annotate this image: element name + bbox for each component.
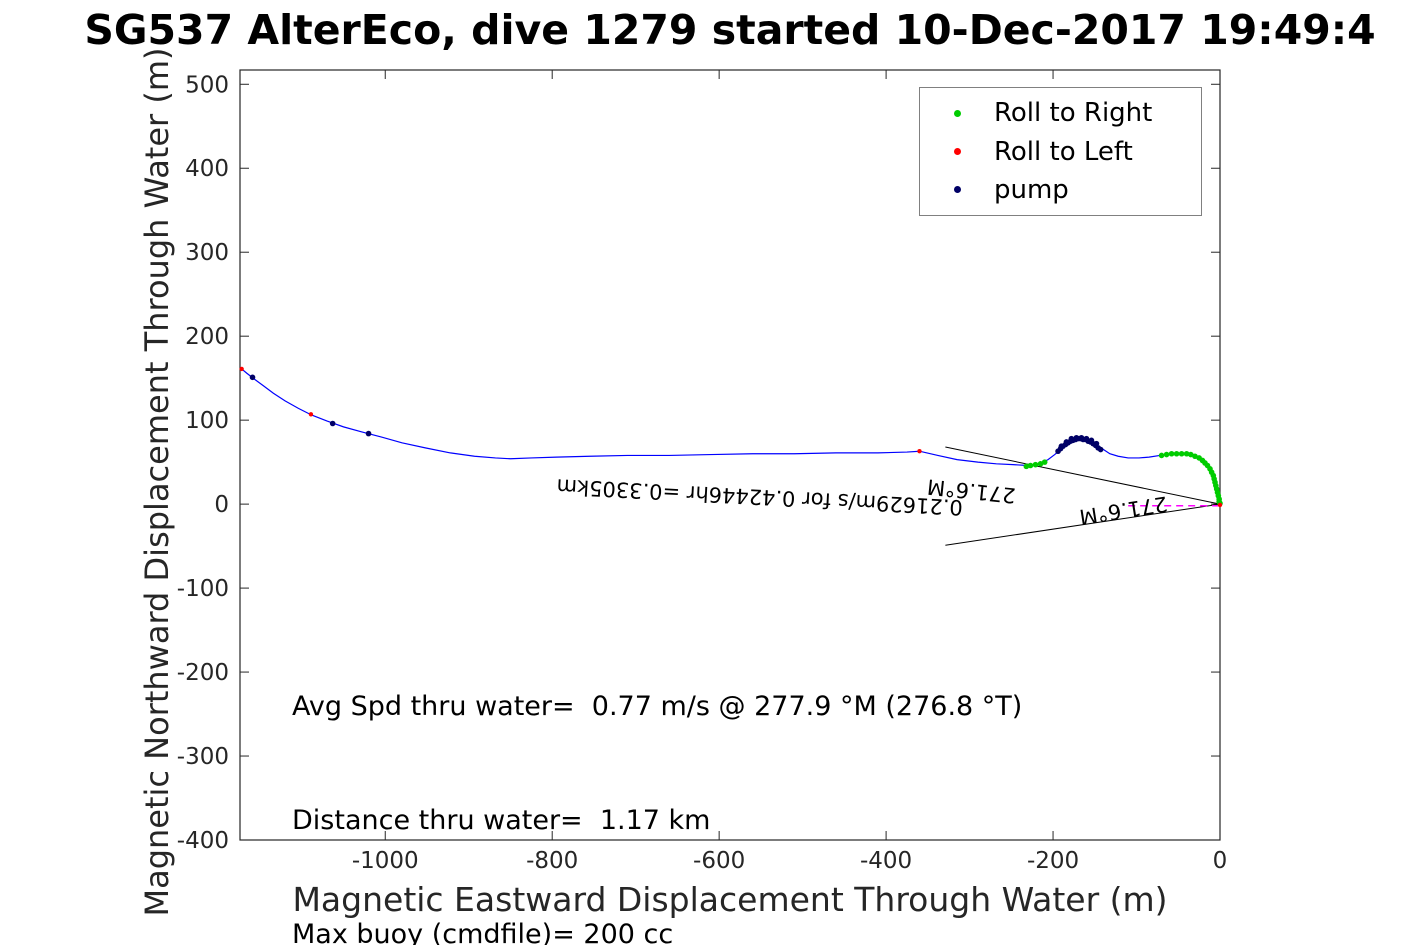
y-tick-label: 100 [185,408,229,434]
chart-title: SG537 AlterEco, dive 1279 started 10-Dec… [84,6,1376,54]
stat-max-buoy: Max buoy (cmdfile)= 200 cc [292,919,674,945]
marker-pump [1088,437,1095,444]
legend-marker-dot [953,109,961,117]
x-tick-label: -400 [860,848,912,874]
stat-avg-speed: Avg Spd thru water= 0.77 m/s @ 277.9 °M … [292,691,1023,722]
y-tick-label: 200 [185,324,229,350]
y-tick-label: 500 [185,72,229,98]
marker-pump [1078,434,1085,441]
marker-roll-to-left [1217,502,1223,508]
legend-label: pump [994,174,1069,205]
heading-vector-line [945,503,1221,546]
marker-roll-to-left [239,366,244,372]
legend-label: Roll to Right [994,98,1153,129]
x-tick-label: 0 [1213,848,1228,874]
marker-roll-to-right [1163,451,1170,458]
stats-block: Avg Spd thru water= 0.77 m/s @ 277.9 °M … [292,612,1022,945]
marker-pump [1093,440,1100,447]
marker-roll-to-right [1158,452,1165,459]
marker-roll-to-right [1041,459,1048,465]
legend-marker-cell [920,186,994,194]
marker-pump [1073,434,1080,441]
y-tick-label: 400 [185,156,229,182]
y-tick-label: 0 [214,492,229,518]
x-tick-label: -600 [693,848,745,874]
marker-roll-to-right [1178,450,1185,457]
legend-box: Roll to Right Roll to Left pump [919,87,1202,216]
marker-pump [1058,443,1065,449]
marker-pump [365,430,372,437]
legend-item-roll-to-left: Roll to Left [920,137,1201,167]
legend-marker-cell [920,148,994,155]
legend-marker-dot [953,148,961,155]
stat-distance: Distance thru water= 1.17 km [292,805,711,836]
marker-roll-to-right [1027,462,1034,469]
marker-roll-to-right [1173,450,1180,457]
marker-roll-to-left [308,412,314,417]
legend-item-roll-to-right: Roll to Right [920,98,1201,128]
x-tick-label: -800 [526,848,578,874]
marker-pump [1068,435,1075,442]
legend-label: Roll to Left [994,136,1133,167]
marker-pump [1097,446,1104,453]
y-tick-label: -200 [177,660,229,686]
marker-pump [1063,439,1070,445]
x-tick-label: -1000 [352,848,419,874]
y-tick-label: -300 [177,744,229,770]
marker-roll-to-right [1168,450,1175,457]
marker-roll-to-left [917,449,922,454]
legend-marker-cell [920,109,994,117]
marker-roll-to-right [1032,461,1039,468]
x-axis-label: Magnetic Eastward Displacement Through W… [292,879,1168,919]
rotated-annotation: 0.21629m/s for 0.42446hr =0.3305km [556,474,963,519]
legend-marker-dot [953,186,961,194]
heading-vector-line [945,446,1221,505]
marker-pump [1083,435,1090,442]
marker-roll-to-right [1023,463,1030,470]
y-axis-label: Magnetic Northward Displacement Through … [138,47,176,916]
y-tick-label: 300 [185,240,229,266]
marker-roll-to-right [1183,450,1190,457]
marker-pump [329,420,336,427]
y-tick-label: -100 [177,576,229,602]
legend-item-pump: pump [920,175,1201,205]
rotated-annotation: 271.6°M [1078,491,1169,529]
marker-pump [249,374,256,381]
x-tick-label: -200 [1027,848,1079,874]
y-tick-label: -400 [177,828,229,854]
axes-box [239,69,1221,841]
